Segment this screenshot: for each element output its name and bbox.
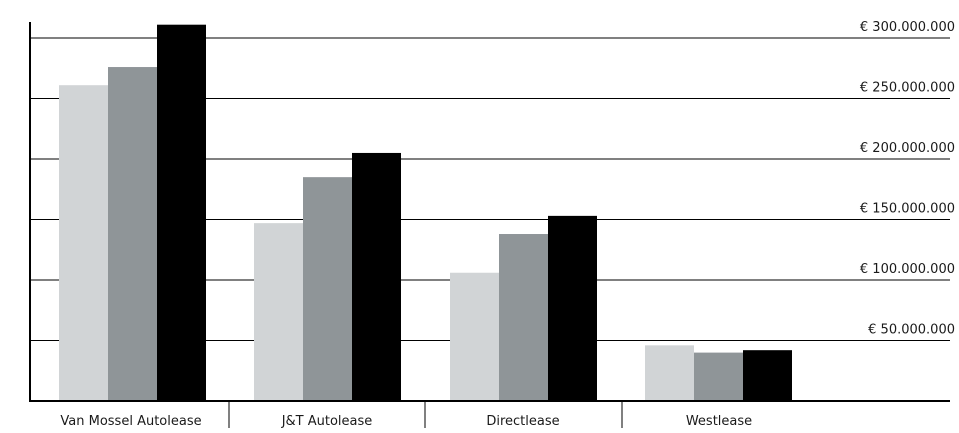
bar bbox=[254, 223, 303, 401]
category-label: Westlease bbox=[686, 414, 752, 429]
category-labels: Van Mossel Autolease J&T Autolease Directl… bbox=[60, 414, 752, 429]
y-tick-label: € 250.000.000 bbox=[860, 81, 955, 96]
y-tick-labels: € 50.000.000 € 100.000.000 € 150.000.000 € … bbox=[860, 20, 955, 338]
bar bbox=[303, 177, 352, 401]
bar bbox=[450, 272, 499, 401]
bar bbox=[743, 350, 792, 401]
y-tick-label: € 150.000.000 bbox=[860, 202, 955, 217]
y-tick-label: € 200.000.000 bbox=[860, 141, 955, 156]
bar bbox=[352, 152, 401, 401]
y-tick-label: € 300.000.000 bbox=[860, 20, 955, 35]
category-label: J&T Autolease bbox=[281, 414, 373, 429]
bar bbox=[59, 85, 108, 401]
bar bbox=[548, 215, 597, 401]
y-tick-label: € 100.000.000 bbox=[860, 262, 955, 277]
bar bbox=[499, 234, 548, 401]
y-tick-label: € 50.000.000 bbox=[868, 323, 955, 338]
bar bbox=[157, 24, 206, 401]
category-label: Directlease bbox=[486, 414, 559, 429]
bar bbox=[108, 67, 157, 401]
category-label: Van Mossel Autolease bbox=[60, 414, 201, 429]
bars bbox=[59, 24, 792, 401]
bar bbox=[645, 345, 694, 401]
bar bbox=[694, 352, 743, 401]
category-separators bbox=[228, 401, 623, 428]
